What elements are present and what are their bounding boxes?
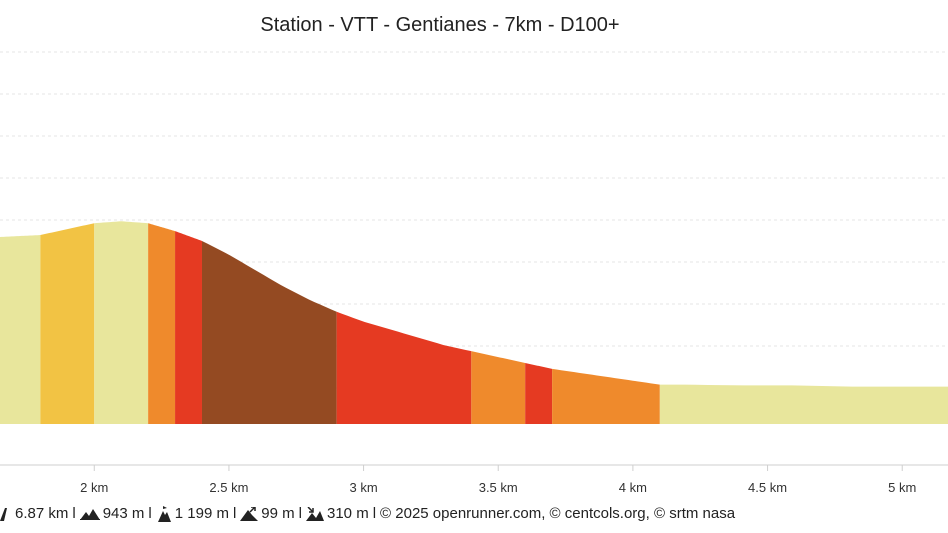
separator: l: [372, 505, 377, 522]
elevation-segment: [175, 231, 202, 424]
elevation-segment: [525, 362, 553, 424]
separator: l: [298, 505, 302, 522]
elevation-loss-value: 310 m: [327, 505, 369, 522]
min-elevation-value: 943 m: [102, 505, 145, 522]
elevation-segment: [94, 221, 149, 424]
elevation-segment: [40, 223, 95, 424]
elevation-loss-icon: [306, 506, 324, 521]
credits-text: © 2025 openrunner.com, © centcols.org, ©…: [380, 505, 736, 522]
elevation-segment: [0, 235, 41, 424]
x-tick-label: 3 km: [349, 480, 377, 495]
separator: l: [232, 505, 237, 522]
elevation-gain-icon: [240, 506, 259, 521]
x-tick-label: 3.5 km: [479, 480, 518, 495]
max-elevation-value: 1 199 m: [174, 505, 229, 522]
distance-icon: [0, 507, 12, 521]
elevation-segment: [552, 368, 660, 424]
elevation-gain-value: 99 m: [261, 505, 295, 522]
x-tick-label: 4.5 km: [748, 480, 787, 495]
elevation-segment: [336, 311, 472, 424]
elevation-loss-stat: 310 m l: [306, 505, 380, 522]
separator: l: [72, 505, 76, 522]
x-tick-label: 5 km: [888, 480, 916, 495]
max-elevation-stat: 1 199 m l: [156, 505, 241, 522]
x-tick-label: 2.5 km: [209, 480, 248, 495]
distance-value: 6.87 km: [15, 505, 69, 522]
max-elevation-icon: [156, 505, 172, 522]
x-tick-label: 4 km: [619, 480, 647, 495]
separator: l: [148, 505, 152, 522]
distance-stat: 6.87 km l: [0, 505, 80, 522]
min-elevation-icon: [79, 508, 100, 520]
elevation-segment: [659, 384, 948, 424]
elevation-segment: [471, 351, 526, 424]
x-axis: 2 km 2.5 km 3 km 3.5 km 4 km 4.5 km 5 km: [0, 464, 948, 495]
elevation-gain-stat: 99 m l: [240, 505, 306, 522]
min-elevation-stat: 943 m l: [79, 505, 156, 522]
elevation-segment: [201, 240, 337, 424]
elevation-segments: [0, 221, 948, 424]
x-tick-label: 2 km: [80, 480, 108, 495]
chart-title: Station - VTT - Gentianes - 7km - D100+: [260, 14, 620, 36]
elevation-segment: [148, 223, 176, 424]
route-stats-footer: 6.87 km l 943 m l 1 199 m l 99 m l 310 m…: [0, 505, 948, 522]
